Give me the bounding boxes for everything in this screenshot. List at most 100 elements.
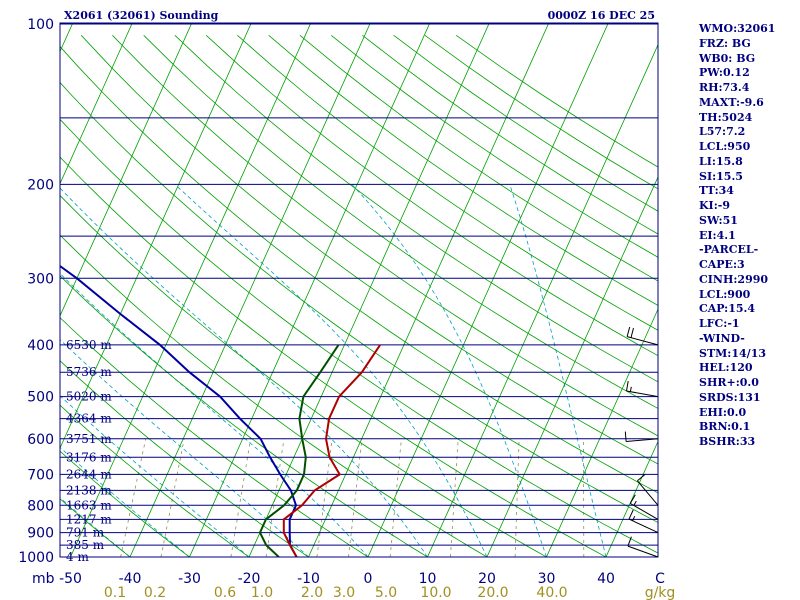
height-label: 5020 m bbox=[66, 390, 112, 404]
temperature-tick-label: 40 bbox=[597, 571, 615, 587]
moist-adiabat-line bbox=[509, 184, 607, 557]
mixing-ratio-label: 2.0 bbox=[301, 585, 323, 600]
mixing-ratio-label: 0.2 bbox=[144, 585, 166, 600]
wind-barb-staff bbox=[626, 336, 659, 346]
index-row: CAPE:3 bbox=[699, 258, 745, 271]
plot-frame bbox=[59, 22, 659, 558]
height-label: 1663 m bbox=[66, 498, 112, 512]
wind-barb-staff bbox=[637, 480, 659, 506]
temperature-tick-label: -30 bbox=[178, 571, 201, 587]
dry-adiabat-line bbox=[299, 34, 658, 282]
parcel-trace bbox=[60, 264, 298, 557]
index-row: CINH:2990 bbox=[699, 272, 769, 286]
height-label: 791 m bbox=[66, 526, 105, 540]
pressure-label-800: 800 bbox=[27, 498, 54, 514]
height-label: 4 m bbox=[66, 550, 89, 564]
height-label: 5736 m bbox=[66, 365, 112, 379]
dry-adiabats bbox=[60, 34, 658, 557]
wind-barb-flag bbox=[628, 509, 634, 520]
index-row: EI:4.1 bbox=[699, 228, 736, 242]
wind-barb-flag bbox=[637, 474, 646, 482]
isotherm-line bbox=[605, 440, 658, 557]
index-row: TT:34 bbox=[699, 184, 734, 198]
dry-adiabat-line bbox=[205, 35, 658, 357]
isotherm-line bbox=[486, 176, 658, 557]
wind-barb-staff bbox=[627, 545, 659, 558]
mixing-ratio-labels: 0.1 0.2 0.6 1.0 2.0 3.0 5.0 10.0 20.0 40.0 g/kg bbox=[104, 585, 675, 600]
temperature-unit-label: C bbox=[655, 571, 665, 587]
index-row: KI:-9 bbox=[699, 199, 730, 212]
dry-adiabat-line bbox=[330, 34, 658, 258]
dewpoint-trace bbox=[258, 344, 340, 557]
pressure-label-500: 500 bbox=[27, 390, 54, 406]
temperature-tick-label: 20 bbox=[478, 571, 496, 587]
mixing-ratio-label: 5.0 bbox=[375, 585, 397, 600]
temperature-tick-label: 30 bbox=[538, 571, 556, 587]
mixing-ratio-label: 40.0 bbox=[536, 585, 567, 600]
traces bbox=[60, 264, 381, 557]
mixing-ratio-label: 20.0 bbox=[477, 585, 508, 600]
mixing-ratio-label: 0.6 bbox=[214, 585, 236, 600]
dry-adiabat-line bbox=[60, 360, 310, 557]
dry-adiabat-line bbox=[268, 34, 658, 306]
isotherm-line bbox=[248, 23, 490, 557]
mixing-ratio-label: 0.1 bbox=[104, 585, 126, 600]
pressure-axis-labels: 100 200 300 400 500 600 700 800 900 1000 bbox=[18, 17, 54, 566]
temperature-trace bbox=[282, 344, 381, 557]
dry-adiabat-line bbox=[60, 194, 548, 557]
index-row: CAP:15.4 bbox=[699, 302, 756, 316]
dry-adiabat-line bbox=[60, 450, 191, 557]
isotherm-line bbox=[367, 23, 609, 557]
index-row: PW:0.12 bbox=[699, 66, 750, 80]
moist-adiabat-line bbox=[60, 339, 309, 557]
height-label: 6530 m bbox=[66, 338, 112, 352]
temperature-tick-label: 0 bbox=[364, 571, 373, 587]
isotherm-line bbox=[189, 23, 431, 557]
mixing-ratio-line bbox=[120, 438, 147, 557]
index-row: SW:51 bbox=[699, 213, 738, 227]
height-label: 385 m bbox=[66, 538, 105, 552]
dry-adiabat-line bbox=[60, 118, 658, 554]
index-row: L57:7.2 bbox=[699, 125, 746, 139]
index-row: RH:73.4 bbox=[699, 81, 750, 94]
isotherm-line bbox=[129, 23, 371, 557]
wind-barb-flag bbox=[632, 515, 636, 522]
index-row: LFC:-1 bbox=[699, 317, 740, 330]
height-label: 1217 m bbox=[66, 512, 112, 526]
isotherms bbox=[60, 23, 658, 557]
index-row: HEL:120 bbox=[699, 361, 753, 375]
index-row: WMO:32061 bbox=[699, 22, 776, 35]
background-lines bbox=[60, 23, 658, 557]
index-row: FRZ: BG bbox=[699, 36, 751, 50]
wind-barb-flag bbox=[629, 386, 632, 392]
index-row: MAXT:-9.6 bbox=[699, 95, 764, 109]
temperature-tick-label: 10 bbox=[419, 571, 437, 587]
index-row: -PARCEL- bbox=[699, 243, 759, 257]
index-row: EHI:0.0 bbox=[699, 405, 747, 419]
mixing-ratio-line bbox=[450, 438, 459, 557]
index-row: BSHR:33 bbox=[699, 435, 756, 448]
pressure-unit-label: mb bbox=[32, 571, 55, 587]
mixing-ratio-label: 3.0 bbox=[333, 585, 355, 600]
isotherm-line bbox=[308, 23, 550, 557]
pressure-label-100: 100 bbox=[27, 17, 54, 33]
mixing-ratio-line bbox=[389, 438, 402, 557]
wind-barb-flag bbox=[624, 431, 627, 442]
dry-adiabat-line bbox=[60, 317, 369, 557]
index-row: LI:15.8 bbox=[699, 154, 743, 168]
wind-barb-flag bbox=[627, 536, 632, 547]
height-labels: 6530 m 5736 m 5020 m 4364 m 3751 m 3176 m 2644… bbox=[66, 338, 112, 564]
isotherm-line bbox=[427, 43, 658, 557]
temperature-tick-label: -50 bbox=[59, 571, 82, 587]
moist-adiabat-line bbox=[60, 187, 428, 557]
wind-barb-flag bbox=[626, 326, 631, 337]
pressure-label-1000: 1000 bbox=[18, 550, 54, 566]
dry-adiabat-line bbox=[80, 35, 658, 465]
wind-barbs bbox=[624, 326, 659, 558]
isotherm-line bbox=[70, 23, 312, 557]
dry-adiabat-line bbox=[60, 275, 429, 557]
wind-barb-flag bbox=[633, 500, 637, 506]
dry-adiabat-line bbox=[60, 404, 250, 557]
pressure-label-400: 400 bbox=[27, 338, 54, 354]
